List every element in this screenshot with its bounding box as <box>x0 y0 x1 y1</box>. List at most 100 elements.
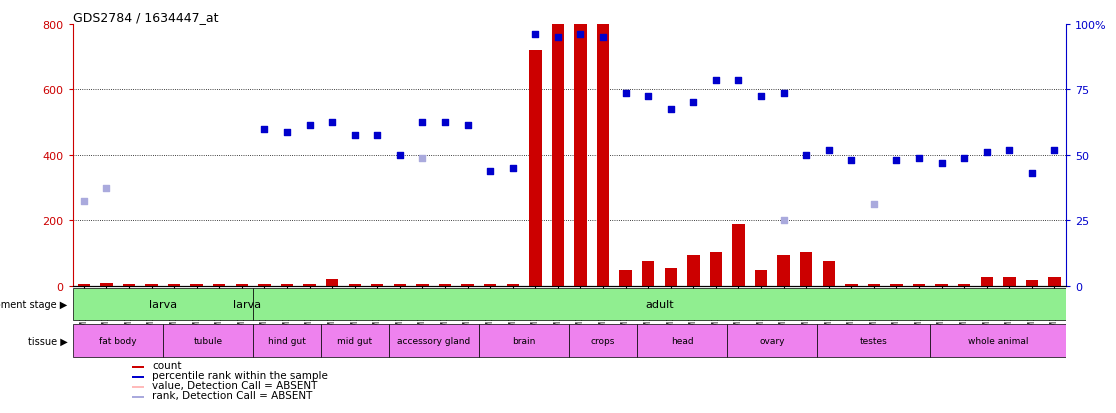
Point <box>797 152 815 159</box>
Text: hind gut: hind gut <box>268 336 306 345</box>
Point <box>594 35 612 41</box>
Point <box>933 160 951 167</box>
Bar <box>569 324 637 357</box>
Bar <box>891 285 903 286</box>
Bar <box>1026 280 1038 286</box>
Bar <box>687 255 700 286</box>
Bar <box>321 324 388 357</box>
Bar <box>931 324 1066 357</box>
Text: whole animal: whole animal <box>968 336 1028 345</box>
Point <box>503 165 521 172</box>
Bar <box>1003 277 1016 286</box>
Bar <box>461 285 474 286</box>
Text: tissue ▶: tissue ▶ <box>28 335 68 346</box>
Point <box>527 31 545 38</box>
Point <box>684 100 702 107</box>
Point <box>865 201 883 208</box>
Bar <box>642 262 654 286</box>
Bar <box>348 285 360 286</box>
Point <box>617 90 635 97</box>
Bar <box>416 285 429 286</box>
Point <box>978 149 995 156</box>
Bar <box>132 376 144 378</box>
Bar <box>484 285 497 286</box>
Point <box>549 35 567 41</box>
Point <box>887 157 905 164</box>
Bar <box>728 324 817 357</box>
Point <box>481 169 499 175</box>
Point <box>571 31 589 38</box>
Bar <box>710 252 722 286</box>
Text: adult: adult <box>645 299 674 309</box>
Point <box>414 119 432 126</box>
Bar <box>213 285 225 286</box>
Point <box>820 147 838 154</box>
Point <box>706 77 724 84</box>
Bar <box>191 285 203 286</box>
Bar <box>507 285 519 286</box>
Bar <box>78 285 90 286</box>
Point <box>278 129 296 136</box>
Text: crops: crops <box>590 336 615 345</box>
Point <box>368 133 386 139</box>
Point <box>459 123 477 129</box>
Point <box>1023 170 1041 177</box>
Bar <box>575 25 587 286</box>
Bar <box>394 285 406 286</box>
Point <box>955 155 973 162</box>
Bar <box>845 285 857 286</box>
Bar <box>416 285 429 286</box>
Bar <box>73 288 253 320</box>
Text: development stage ▶: development stage ▶ <box>0 299 68 309</box>
Text: brain: brain <box>512 336 536 345</box>
Bar <box>281 285 294 286</box>
Point <box>639 93 657 100</box>
Text: fat body: fat body <box>99 336 136 345</box>
Point <box>1000 147 1018 154</box>
Point <box>436 119 454 126</box>
Point <box>97 185 115 192</box>
Bar <box>479 324 569 357</box>
Bar <box>551 25 564 286</box>
Bar <box>778 255 790 286</box>
Text: percentile rank within the sample: percentile rank within the sample <box>152 370 328 380</box>
Bar <box>1048 277 1060 286</box>
Bar <box>529 51 541 286</box>
Point <box>911 155 929 162</box>
Bar <box>132 396 144 398</box>
Bar <box>388 324 479 357</box>
Point <box>346 133 364 139</box>
Point <box>300 123 318 129</box>
Text: rank, Detection Call = ABSENT: rank, Detection Call = ABSENT <box>152 390 312 400</box>
Text: larva: larva <box>148 299 177 309</box>
Text: larva: larva <box>233 299 261 309</box>
Bar <box>235 285 248 286</box>
Bar <box>935 285 947 286</box>
Bar <box>372 285 384 286</box>
Bar <box>913 285 925 286</box>
Bar <box>981 277 993 286</box>
Bar <box>258 285 270 286</box>
Text: ovary: ovary <box>760 336 785 345</box>
Point <box>256 126 273 133</box>
Bar <box>664 268 677 286</box>
Text: count: count <box>152 360 182 370</box>
Bar <box>822 262 835 286</box>
Bar <box>304 285 316 286</box>
Bar <box>868 285 881 286</box>
Text: tubule: tubule <box>193 336 222 345</box>
Bar <box>439 285 451 286</box>
Bar <box>132 366 144 368</box>
Point <box>775 218 792 224</box>
Text: mid gut: mid gut <box>337 336 373 345</box>
Text: head: head <box>671 336 693 345</box>
Point <box>730 77 748 84</box>
Bar <box>619 270 632 286</box>
Point <box>843 157 860 164</box>
Bar <box>326 279 338 286</box>
Bar <box>73 324 163 357</box>
Bar <box>732 224 744 286</box>
Bar <box>817 324 931 357</box>
Bar <box>800 252 812 286</box>
Bar <box>253 288 1066 320</box>
